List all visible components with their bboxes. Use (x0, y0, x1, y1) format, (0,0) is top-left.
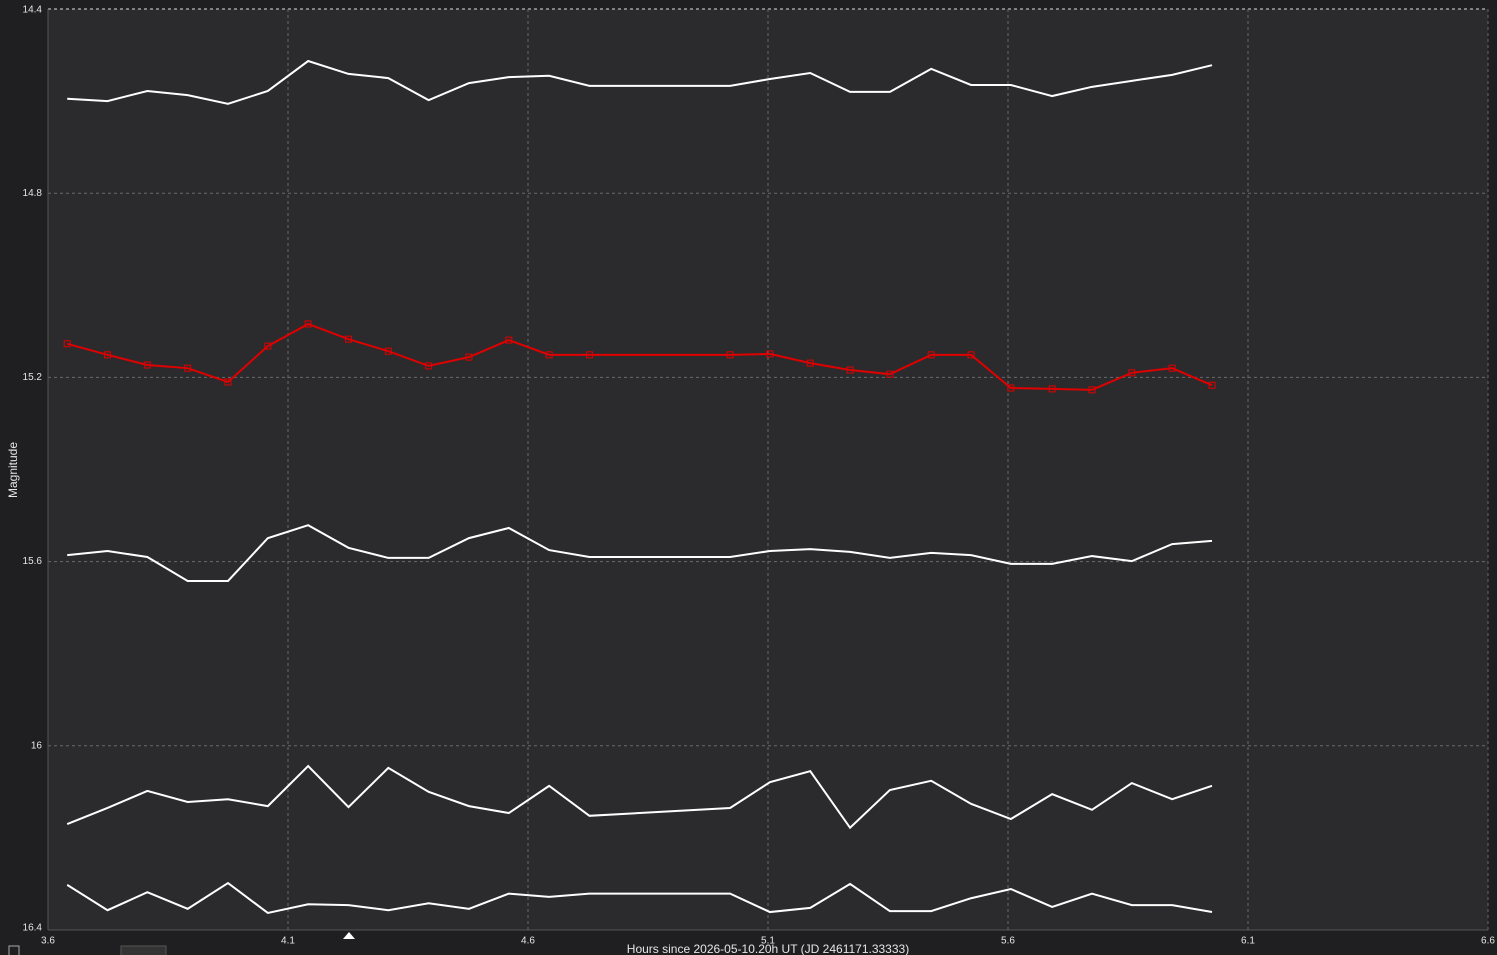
plot-area (48, 9, 1488, 930)
y-tick-label: 16 (31, 740, 43, 751)
y-tick-label: 14.8 (23, 188, 43, 199)
data-point (143, 361, 151, 369)
x-tick-label: 6.6 (1481, 936, 1495, 947)
series-line (67, 524, 1213, 582)
data-point (264, 342, 272, 350)
data-point (224, 378, 232, 386)
data-point (806, 359, 814, 367)
data-point (1128, 369, 1136, 377)
x-tick-label: 6.1 (1241, 936, 1255, 947)
data-point (1088, 386, 1096, 394)
data-point (585, 351, 593, 359)
data-point (184, 364, 192, 372)
cursor-marker[interactable] (343, 932, 355, 939)
data-point (1208, 381, 1216, 389)
series-line (66, 764, 1213, 830)
data-point (967, 351, 975, 359)
y-axis-label: Magnitude (6, 442, 20, 498)
data-point (927, 351, 935, 359)
y-tick-label: 15.6 (23, 556, 43, 567)
data-point (384, 347, 392, 355)
data-point (304, 320, 312, 328)
data-point (726, 351, 734, 359)
y-tick-label: 14.4 (23, 5, 43, 16)
data-point (104, 351, 112, 359)
x-tick-label: 5.6 (1001, 936, 1015, 947)
series-line (66, 322, 1213, 391)
data-point (1007, 384, 1015, 392)
data-point (505, 336, 513, 344)
x-tick-label: 5.1 (761, 936, 775, 947)
data-point (344, 335, 352, 343)
x-tick-label: 4.1 (281, 936, 295, 947)
data-point (1048, 385, 1056, 393)
y-tick-label: 16.4 (23, 923, 43, 934)
data-point (886, 370, 894, 378)
y-tick-label: 15.2 (23, 372, 43, 383)
data-point (465, 353, 473, 361)
data-point (766, 350, 774, 358)
data-point (1168, 364, 1176, 372)
data-point (425, 362, 433, 370)
x-tick-label: 3.6 (41, 936, 55, 947)
toolbar-button[interactable] (8, 945, 20, 955)
series-line (66, 881, 1213, 915)
data-point (846, 366, 854, 374)
series-group (63, 59, 1216, 915)
toolbar-field[interactable] (120, 945, 167, 955)
data-point (545, 351, 553, 359)
series-line (67, 59, 1213, 105)
x-tick-label: 4.6 (521, 936, 535, 947)
x-axis-label: Hours since 2026-05-10.20h UT (JD 246117… (627, 942, 909, 955)
data-point (63, 340, 71, 348)
